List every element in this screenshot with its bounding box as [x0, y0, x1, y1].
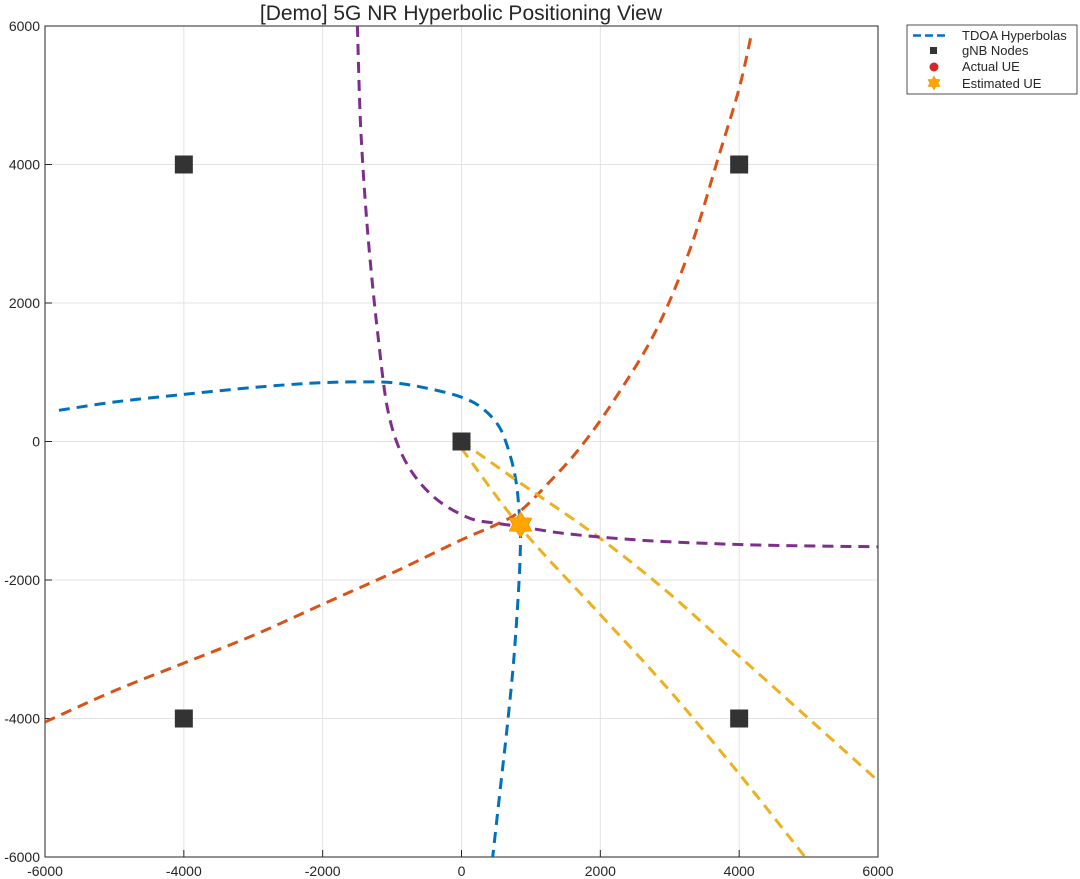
- legend-square-icon: [930, 47, 937, 54]
- x-axis: -6000 -4000 -2000 0 2000 4000 6000: [27, 850, 894, 879]
- hyperbola-blue-0: [58, 380, 523, 857]
- y-tick-label: -6000: [4, 849, 40, 865]
- y-tick-label: -2000: [4, 572, 40, 588]
- hyperbola-orange-0: [45, 32, 754, 724]
- x-tick-label: 0: [458, 863, 466, 879]
- x-tick-label: 6000: [862, 863, 893, 879]
- legend-label-estimated: Estimated UE: [962, 76, 1042, 91]
- legend-circle-icon: [929, 62, 939, 72]
- legend-label-gnb: gNB Nodes: [962, 43, 1029, 58]
- y-tick-label: 2000: [9, 295, 40, 311]
- x-tick-label: 4000: [724, 863, 755, 879]
- x-tick-label: -4000: [166, 863, 202, 879]
- chart-title: [Demo] 5G NR Hyperbolic Positioning View: [260, 2, 663, 25]
- hyperbola-purple-0: [355, 26, 878, 549]
- x-tick-label: -6000: [27, 863, 63, 879]
- y-tick-label: 0: [32, 434, 40, 450]
- y-tick-label: 4000: [9, 157, 40, 173]
- y-tick-label: -4000: [4, 711, 40, 727]
- legend-label-actual: Actual UE: [962, 59, 1020, 74]
- gnb-node-marker: [452, 432, 471, 451]
- estimated-ue-marker: [508, 511, 533, 539]
- gnb-node-marker: [730, 709, 749, 728]
- y-axis: -6000 -4000 -2000 0 2000 4000 6000: [4, 18, 52, 865]
- gnb-node-marker: [174, 155, 193, 174]
- legend: TDOA Hyperbolas gNB Nodes Actual UE Esti…: [906, 24, 1078, 95]
- gnb-node-marker: [730, 155, 749, 174]
- legend-star-icon: [927, 75, 941, 91]
- gnb-node-marker: [174, 709, 193, 728]
- x-tick-label: 2000: [585, 863, 616, 879]
- hyperbola-yellow-0: [460, 440, 878, 782]
- y-tick-label: 6000: [9, 18, 40, 34]
- markers-layer: [174, 155, 749, 728]
- x-tick-label: -2000: [305, 863, 341, 879]
- legend-label-hyperbolas: TDOA Hyperbolas: [962, 28, 1067, 43]
